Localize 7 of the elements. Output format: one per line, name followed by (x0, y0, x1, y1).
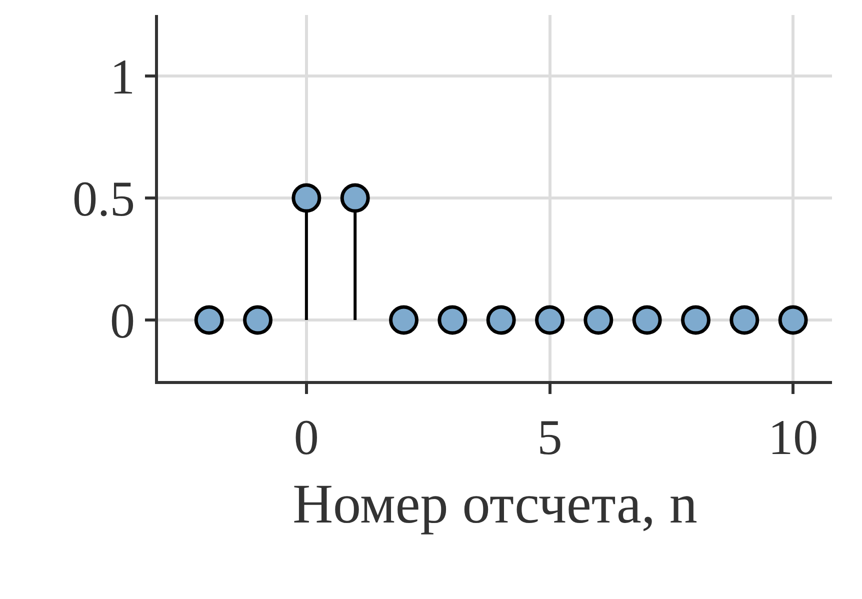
y-tick-label: 1 (110, 48, 135, 104)
x-axis-title: Номер отсчета, n (292, 474, 698, 536)
x-tick-label: 0 (294, 409, 319, 465)
x-tick-label: 5 (537, 409, 562, 465)
x-tick-label: 10 (768, 409, 818, 465)
y-tick-label: 0 (110, 292, 135, 348)
y-tick-label: 0.5 (72, 170, 135, 226)
